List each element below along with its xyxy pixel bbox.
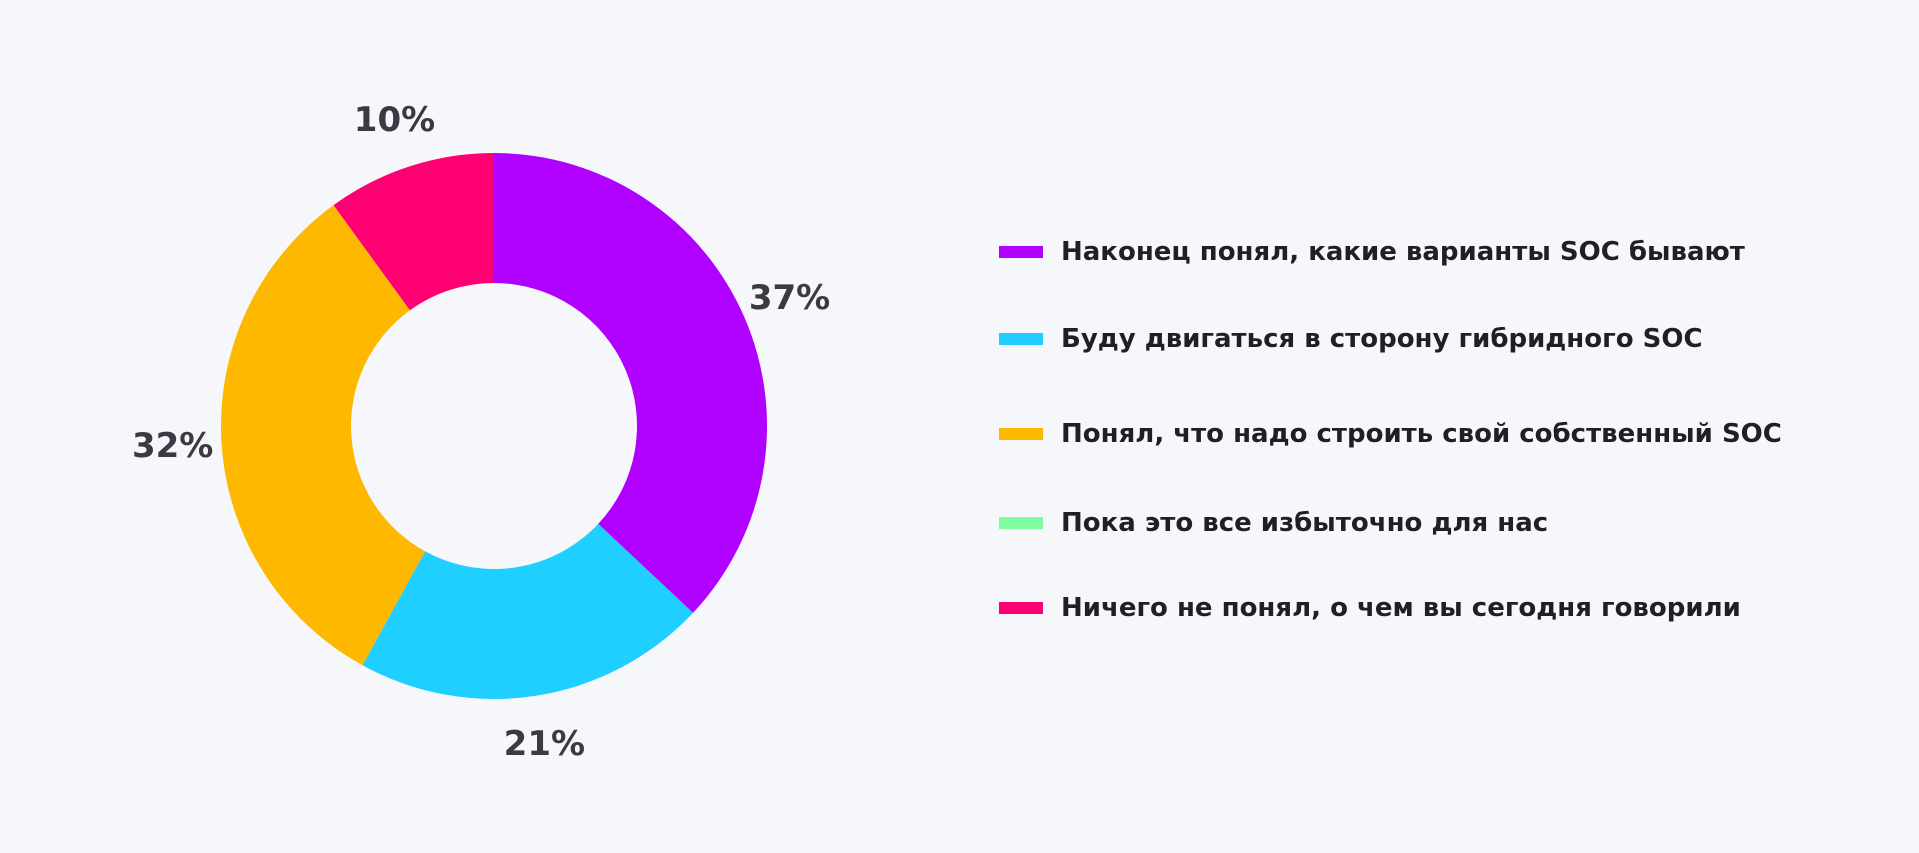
- percent-label-0: 37%: [749, 278, 830, 318]
- legend-label-0: Наконец понял, какие варианты SOC бывают: [1061, 237, 1745, 267]
- legend-swatch-1: [999, 333, 1043, 345]
- percent-label-1: 21%: [504, 724, 585, 764]
- legend-label-2: Понял, что надо строить свой собственный…: [1061, 419, 1782, 449]
- legend-label-3: Пока это все избыточно для нас: [1061, 508, 1549, 538]
- percent-label-4: 10%: [354, 100, 435, 140]
- donut-slices: [220, 153, 767, 700]
- donut-slice-0: [494, 153, 767, 613]
- legend-label-1: Буду двигаться в сторону гибридного SOC: [1061, 324, 1703, 354]
- donut-slice-1: [362, 523, 694, 700]
- legend-swatch-4: [999, 602, 1043, 614]
- percent-label-2: 32%: [132, 426, 213, 466]
- legend-swatch-3: [999, 517, 1043, 529]
- legend-item-1: Буду двигаться в сторону гибридного SOC: [999, 319, 1703, 359]
- legend-item-2: Понял, что надо строить свой собственный…: [999, 414, 1782, 454]
- legend-item-0: Наконец понял, какие варианты SOC бывают: [999, 232, 1745, 272]
- donut-slice-4: [333, 153, 494, 311]
- donut-slice-2: [220, 205, 426, 666]
- legend-item-4: Ничего не понял, о чем вы сегодня говори…: [999, 588, 1741, 628]
- legend-label-4: Ничего не понял, о чем вы сегодня говори…: [1061, 593, 1741, 623]
- percent-labels: 37% 21% 32% 10%: [132, 100, 830, 764]
- legend-swatch-2: [999, 428, 1043, 440]
- legend-item-3: Пока это все избыточно для нас: [999, 503, 1548, 543]
- legend-swatch-0: [999, 246, 1043, 258]
